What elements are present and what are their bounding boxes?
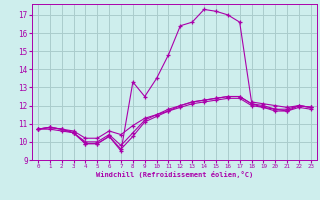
X-axis label: Windchill (Refroidissement éolien,°C): Windchill (Refroidissement éolien,°C) [96, 171, 253, 178]
